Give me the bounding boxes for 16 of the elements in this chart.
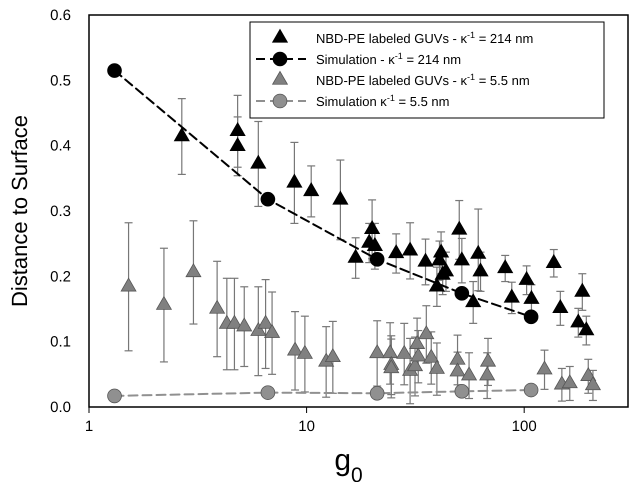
x-tick-label: 10 bbox=[298, 418, 315, 435]
legend-label: NBD-PE labeled GUVs - κ$^{-1}$ = 214 nm bbox=[316, 30, 534, 46]
y-tick-label: 0.5 bbox=[50, 72, 71, 90]
y-tick-label: 0.6 bbox=[50, 7, 71, 24]
y-tick-label: 0.3 bbox=[50, 203, 71, 220]
y-tick-label: 0.0 bbox=[50, 399, 71, 416]
y-tick-label: 0.4 bbox=[50, 138, 71, 155]
y-tick-label: 0.2 bbox=[50, 268, 71, 286]
y-axis-title: Distance to Surface bbox=[7, 115, 32, 307]
legend-label: Simulation - κ$^{-1}$ = 214 nm bbox=[316, 51, 462, 67]
legend-label: NBD-PE labeled GUVs - κ$^{-1}$ = 5.5 nm bbox=[316, 72, 530, 88]
x-tick-label: 100 bbox=[512, 418, 537, 435]
legend-label: Simulation κ$^{-1}$ = 5.5 nm bbox=[316, 93, 450, 109]
x-axis-title: g$_{0}$ bbox=[334, 444, 363, 482]
y-tick-label: 0.1 bbox=[50, 334, 71, 351]
x-tick-label: 1 bbox=[84, 418, 94, 435]
